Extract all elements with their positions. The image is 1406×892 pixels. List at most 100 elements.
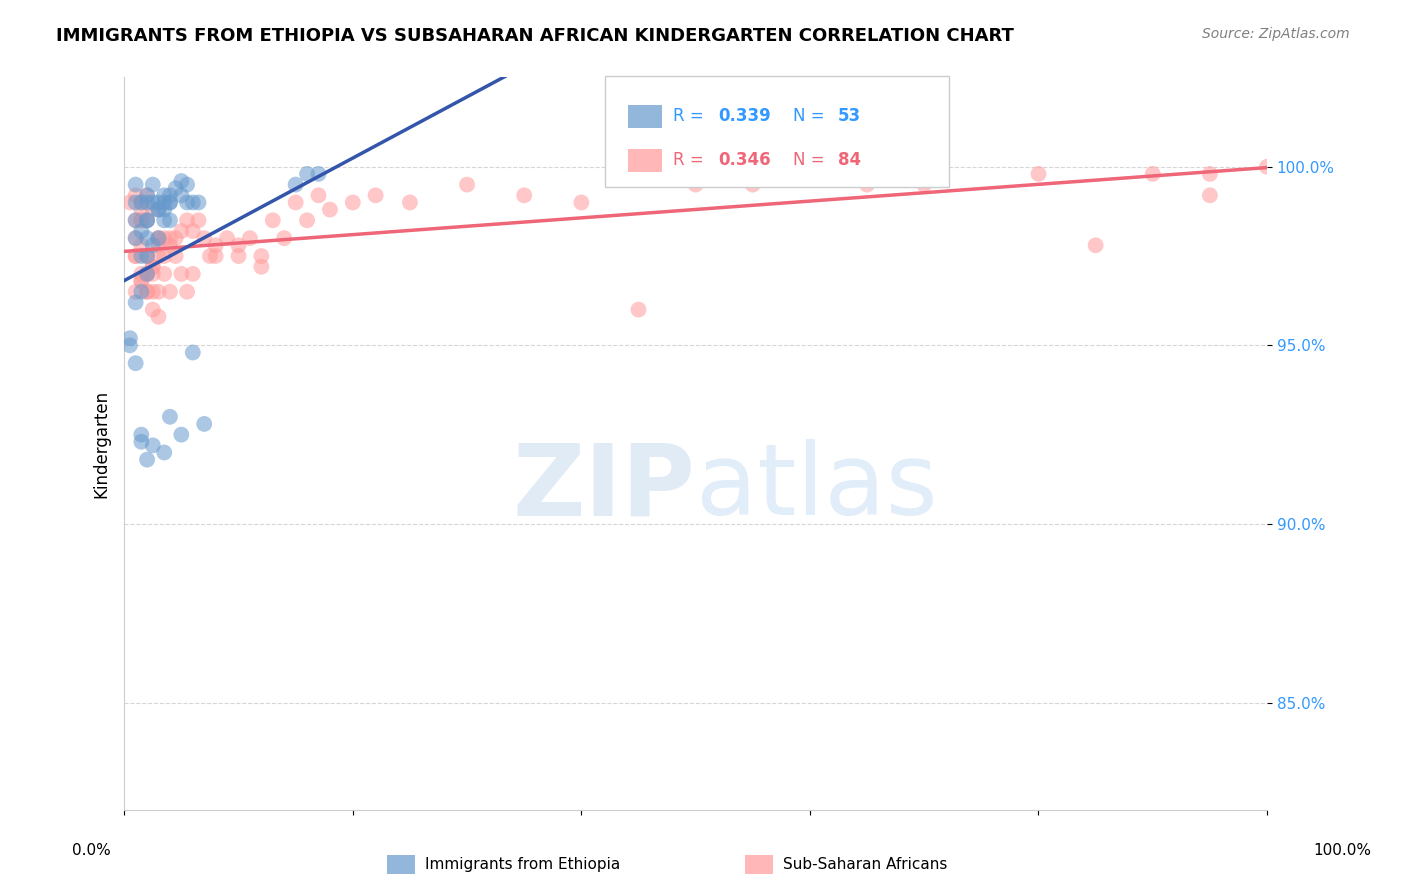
- Point: [250, 249, 273, 263]
- Point: [181, 267, 204, 281]
- Point: [124, 195, 146, 210]
- Point: [165, 249, 187, 263]
- Point: [912, 178, 935, 192]
- Text: Sub-Saharan Africans: Sub-Saharan Africans: [783, 857, 948, 871]
- Point: [153, 195, 176, 210]
- Point: [136, 188, 159, 202]
- Point: [170, 427, 193, 442]
- Text: ZIP: ZIP: [513, 439, 696, 536]
- Point: [136, 285, 159, 299]
- Point: [170, 267, 193, 281]
- Point: [136, 267, 159, 281]
- Point: [131, 213, 153, 227]
- Point: [131, 238, 153, 252]
- Point: [239, 231, 262, 245]
- Point: [142, 302, 165, 317]
- Point: [159, 231, 181, 245]
- Point: [148, 195, 170, 210]
- Point: [153, 202, 176, 217]
- Point: [148, 231, 170, 245]
- Point: [159, 195, 181, 210]
- Point: [136, 267, 159, 281]
- Point: [136, 285, 159, 299]
- Point: [136, 213, 159, 227]
- Point: [1142, 167, 1164, 181]
- Point: [131, 202, 153, 217]
- Point: [308, 188, 330, 202]
- Point: [124, 188, 146, 202]
- Point: [685, 178, 707, 192]
- Point: [124, 213, 146, 227]
- Point: [148, 249, 170, 263]
- Point: [136, 188, 159, 202]
- Point: [456, 178, 478, 192]
- Point: [181, 195, 204, 210]
- Point: [176, 213, 198, 227]
- Text: 0.0%: 0.0%: [72, 843, 111, 858]
- Point: [153, 445, 176, 459]
- Point: [131, 434, 153, 449]
- Point: [131, 195, 153, 210]
- Point: [131, 213, 153, 227]
- Point: [136, 195, 159, 210]
- Point: [165, 181, 187, 195]
- Point: [159, 409, 181, 424]
- Point: [148, 310, 170, 324]
- Point: [399, 195, 422, 210]
- Point: [153, 249, 176, 263]
- Point: [159, 238, 181, 252]
- Point: [124, 231, 146, 245]
- Point: [131, 195, 153, 210]
- Point: [124, 356, 146, 370]
- Text: N =: N =: [793, 107, 830, 125]
- Point: [136, 231, 159, 245]
- Point: [136, 213, 159, 227]
- Point: [142, 195, 165, 210]
- Point: [159, 195, 181, 210]
- Point: [142, 260, 165, 274]
- Text: IMMIGRANTS FROM ETHIOPIA VS SUBSAHARAN AFRICAN KINDERGARTEN CORRELATION CHART: IMMIGRANTS FROM ETHIOPIA VS SUBSAHARAN A…: [56, 27, 1014, 45]
- Point: [124, 178, 146, 192]
- Point: [1084, 238, 1107, 252]
- Text: 100.0%: 100.0%: [1313, 843, 1372, 858]
- Point: [165, 231, 187, 245]
- Point: [118, 195, 141, 210]
- Point: [118, 331, 141, 345]
- Point: [204, 238, 226, 252]
- Point: [193, 417, 215, 431]
- Point: [142, 267, 165, 281]
- Point: [319, 202, 342, 217]
- Point: [124, 231, 146, 245]
- Y-axis label: Kindergarten: Kindergarten: [93, 390, 110, 498]
- Point: [148, 202, 170, 217]
- Point: [124, 249, 146, 263]
- Point: [124, 213, 146, 227]
- Point: [136, 267, 159, 281]
- Point: [569, 195, 592, 210]
- Point: [131, 224, 153, 238]
- Point: [136, 452, 159, 467]
- Point: [741, 178, 763, 192]
- Point: [159, 213, 181, 227]
- Point: [148, 285, 170, 299]
- Point: [308, 167, 330, 181]
- Point: [118, 338, 141, 352]
- Point: [148, 238, 170, 252]
- Point: [228, 238, 250, 252]
- Point: [131, 274, 153, 288]
- Point: [513, 188, 536, 202]
- Point: [228, 249, 250, 263]
- Point: [193, 231, 215, 245]
- Point: [142, 202, 165, 217]
- Point: [131, 427, 153, 442]
- Text: 53: 53: [838, 107, 860, 125]
- Point: [136, 249, 159, 263]
- Point: [142, 178, 165, 192]
- Point: [342, 195, 364, 210]
- Point: [148, 231, 170, 245]
- Point: [159, 188, 181, 202]
- Point: [295, 213, 318, 227]
- Point: [181, 224, 204, 238]
- Point: [1199, 188, 1222, 202]
- Point: [142, 438, 165, 452]
